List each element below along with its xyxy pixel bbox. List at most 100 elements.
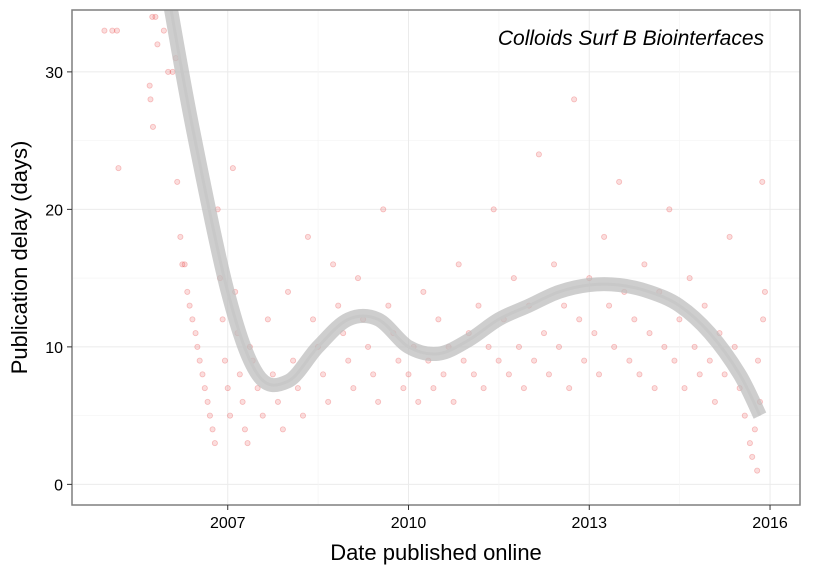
data-point (515, 343, 522, 350)
data-point (495, 357, 502, 364)
data-point (146, 82, 153, 89)
data-point (211, 440, 218, 447)
data-point (596, 371, 603, 378)
data-point (165, 68, 172, 75)
data-point (711, 398, 718, 405)
x-tick-label: 2013 (571, 515, 607, 532)
data-point (746, 440, 753, 447)
data-point (751, 426, 758, 433)
data-point (485, 343, 492, 350)
data-point (681, 385, 688, 392)
data-point (535, 151, 542, 158)
data-point (196, 357, 203, 364)
data-point (671, 357, 678, 364)
data-point (721, 371, 728, 378)
data-point (204, 398, 211, 405)
data-point (490, 206, 497, 213)
data-point (179, 261, 186, 268)
data-point (335, 302, 342, 309)
data-point (435, 316, 442, 323)
x-tick-label: 2010 (391, 515, 427, 532)
data-point (531, 357, 538, 364)
data-point (395, 357, 402, 364)
data-point (290, 357, 297, 364)
data-point (726, 233, 733, 240)
data-point (304, 233, 311, 240)
data-point (686, 275, 693, 282)
data-point (154, 41, 161, 48)
data-point (160, 27, 167, 34)
data-point (199, 371, 206, 378)
data-point (616, 178, 623, 185)
data-point (460, 357, 467, 364)
data-point (224, 385, 231, 392)
data-point (566, 385, 573, 392)
data-point (354, 275, 361, 282)
data-point (626, 357, 633, 364)
data-point (754, 357, 761, 364)
data-point (269, 371, 276, 378)
data-point (219, 316, 226, 323)
data-point (310, 316, 317, 323)
data-point (505, 371, 512, 378)
data-point (229, 165, 236, 172)
data-point (201, 385, 208, 392)
data-point (221, 357, 228, 364)
data-point (741, 412, 748, 419)
data-point (239, 398, 246, 405)
data-point (666, 206, 673, 213)
data-point (380, 206, 387, 213)
data-point (325, 398, 332, 405)
data-point (149, 123, 156, 130)
data-point (691, 343, 698, 350)
data-point (244, 440, 251, 447)
data-point (294, 385, 301, 392)
data-point (581, 357, 588, 364)
data-point (350, 385, 357, 392)
data-point (184, 288, 191, 295)
data-point (591, 330, 598, 337)
data-point (264, 316, 271, 323)
data-point (759, 178, 766, 185)
data-point (430, 385, 437, 392)
data-point (661, 343, 668, 350)
data-point (299, 412, 306, 419)
x-tick-label: 2016 (752, 515, 788, 532)
data-point (375, 398, 382, 405)
data-point (113, 27, 120, 34)
data-point (636, 371, 643, 378)
smooth-fit-line (169, 10, 762, 417)
data-point (330, 261, 337, 268)
data-point (194, 343, 201, 350)
y-tick-label: 0 (54, 477, 63, 494)
data-point (169, 68, 176, 75)
data-point (345, 357, 352, 364)
data-point (279, 426, 286, 433)
smooth-fit-band (164, 10, 767, 419)
data-point (545, 371, 552, 378)
data-point (760, 316, 767, 323)
panel-border (71, 9, 801, 506)
data-point (520, 385, 527, 392)
data-point (209, 426, 216, 433)
data-point (274, 398, 281, 405)
data-point (177, 233, 184, 240)
data-point (601, 233, 608, 240)
data-point (440, 371, 447, 378)
data-point (365, 343, 372, 350)
data-point (206, 412, 213, 419)
data-point (475, 302, 482, 309)
data-point (101, 27, 108, 34)
data-point (676, 316, 683, 323)
data-point (186, 302, 193, 309)
y-tick-label: 20 (45, 202, 63, 219)
y-axis-title: Publication delay (days) (7, 141, 32, 375)
axis-ticks: 2007 2010 2013 2016 0 10 20 30 (45, 65, 788, 532)
data-point (115, 165, 122, 172)
data-point (480, 385, 487, 392)
data-point (551, 261, 558, 268)
data-point (606, 302, 613, 309)
data-point (236, 371, 243, 378)
data-point (385, 302, 392, 309)
